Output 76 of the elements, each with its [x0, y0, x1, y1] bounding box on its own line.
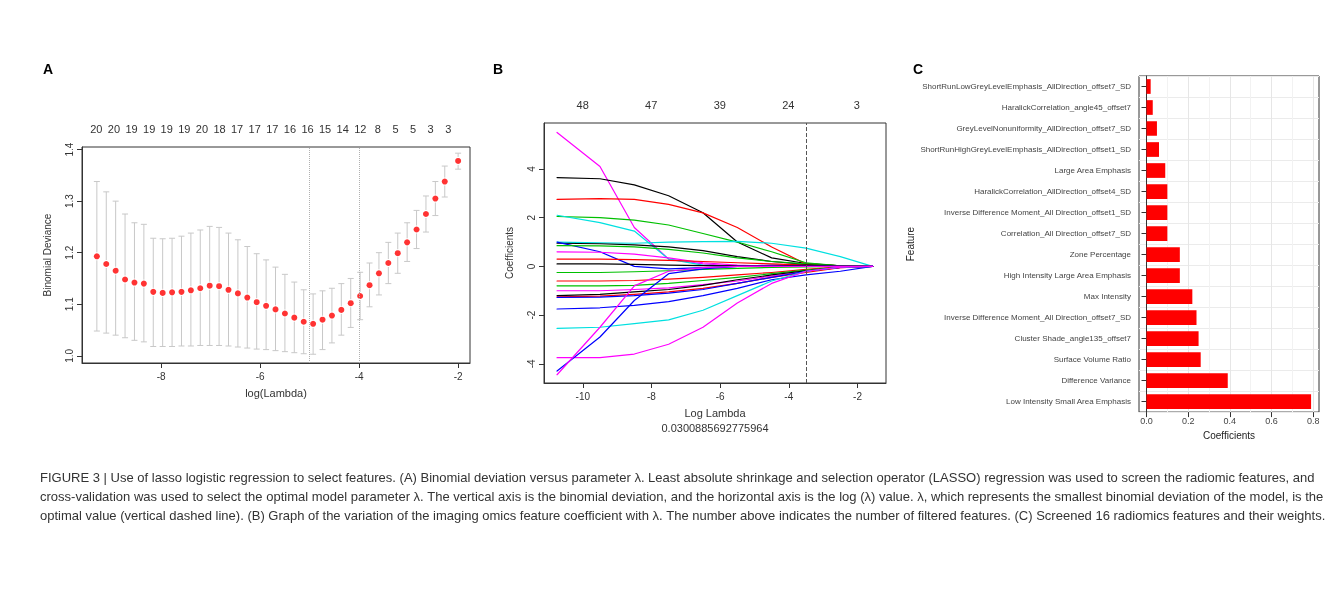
- text: 12: [354, 123, 367, 135]
- y-tick-label: Correlation_All Direction_offset7_SD: [1000, 229, 1132, 239]
- y-tick-label: Surface Volume Ratio: [1053, 355, 1132, 365]
- x-tick-label: -8: [156, 370, 167, 382]
- text: 20: [90, 123, 103, 135]
- x-tick-label: -6: [255, 370, 266, 382]
- y-tick-label: 1.3: [63, 193, 75, 209]
- y-tick-label: ShortRunLowGreyLevelEmphasis_AllDirection_offset7_SD: [922, 82, 1132, 91]
- text: C: [913, 61, 924, 77]
- text: 3: [445, 123, 452, 135]
- text: 19: [143, 123, 156, 135]
- x-axis-title: Log Lambda 0.0300885692775964: [661, 406, 769, 434]
- y-tick-label: 0: [525, 263, 537, 270]
- y-tick-label: Large Area Emphasis: [1054, 166, 1131, 176]
- text: 3: [427, 123, 434, 135]
- y-tick-label: 1.1: [63, 296, 75, 312]
- x-tick-label: -4: [354, 370, 365, 382]
- x-tick-label: 0.0: [1140, 415, 1153, 426]
- y-tick-label: -2: [525, 310, 537, 320]
- y-tick-label: Low Intensity Small Area Emphasis: [1006, 397, 1131, 407]
- x-tick-label: -10: [575, 390, 591, 402]
- text: 3: [853, 99, 860, 111]
- chart-title: A: [43, 61, 54, 77]
- text: 20: [107, 123, 121, 135]
- y-tick-label: GreyLevelNonuniformity_AllDirection_offset7_SD: [956, 124, 1132, 134]
- y-axis-title: Coefficients: [503, 226, 515, 280]
- text: 20: [195, 123, 209, 135]
- y-tick-label: 1.0: [63, 348, 75, 363]
- text: 19: [160, 123, 173, 135]
- text: 24: [782, 99, 795, 111]
- x-tick-label: -2: [853, 390, 863, 402]
- text: 16: [301, 123, 314, 135]
- y-tick-label: 4: [525, 165, 537, 172]
- text: 15: [318, 123, 332, 135]
- y-tick-label: -4: [525, 358, 537, 369]
- y-tick-label: ShortRunHighGreyLevelEmphasis_AllDirection_offset1_SD: [920, 145, 1132, 155]
- x-tick-label: -6: [715, 390, 726, 402]
- y-tick-label: Difference Variance: [1061, 376, 1132, 386]
- text: 18: [213, 123, 226, 135]
- x-axis-title: log(Lambda): [245, 386, 307, 399]
- text: 39: [713, 99, 726, 111]
- y-tick-label: 2: [525, 214, 537, 221]
- x-tick-label: -4: [784, 390, 794, 402]
- y-axis-title: Feature: [904, 226, 916, 262]
- y-tick-label: Cluster Shade_angle135_offset7: [1014, 334, 1132, 344]
- text: 14: [336, 123, 349, 135]
- text: 5: [410, 123, 417, 135]
- y-tick-label: Inverse Difference Moment_All Direction_offset7_SD: [944, 313, 1132, 323]
- x-axis-title: Coefficients: [1202, 429, 1256, 441]
- y-tick-label: Inverse Difference Moment_All Direction_offset1_SD: [944, 208, 1132, 218]
- text: 19: [125, 123, 138, 135]
- text: 19: [178, 123, 191, 135]
- x-tick-label: 0.8: [1306, 415, 1320, 426]
- y-tick-label: Zone Percentage: [1069, 250, 1132, 260]
- text: 5: [392, 123, 399, 135]
- caption: FIGURE 3 | Use of lasso logistic regression to select features. (A) Binomial deviation versus parameter λ. Least absolute shrinkage and selection operator (LASSO) regression was used to screen the radiomic features, and cross-validation was used to select the optimal model parameter λ. The vertical axis is the binomial deviation, and the horizontal axis is the log (λ) value. λ, which represents the smallest binomial deviation of the model, is the optimal value (vertical dashed line). (B) Graph of the variation of the imaging omics feature coefficient with λ. The number above indicates the number of filtered features. (C) Screened 16 radiomics features and their weights.: [40, 469, 1327, 525]
- x-tick-label: -8: [647, 390, 657, 402]
- chart-title: B: [493, 61, 504, 77]
- text: 17: [248, 123, 261, 135]
- y-tick-label: High Intensity Large Area Emphasis: [1003, 271, 1131, 281]
- text: 8: [374, 123, 381, 135]
- y-tick-label: HaralickCorrelation_AllDirection_offset4_SD: [974, 187, 1132, 197]
- text: 48: [576, 99, 589, 111]
- x-tick-label: 0.6: [1265, 415, 1278, 426]
- x-tick-label: 0.4: [1223, 415, 1237, 426]
- y-tick-label: 1.4: [63, 142, 75, 157]
- y-axis-title: Binomial Deviance: [41, 213, 53, 297]
- x-tick-label: -2: [453, 370, 463, 382]
- text: 16: [283, 123, 297, 135]
- x-tick-label: 0.2: [1181, 415, 1195, 426]
- text: 17: [266, 123, 279, 135]
- y-tick-label: Max Intensity: [1083, 292, 1131, 302]
- text: 17: [231, 123, 244, 135]
- text: 47: [645, 99, 658, 111]
- y-tick-label: HaralickCorrelation_angle45_offset7: [1001, 103, 1132, 113]
- y-tick-label: 1.2: [63, 245, 75, 260]
